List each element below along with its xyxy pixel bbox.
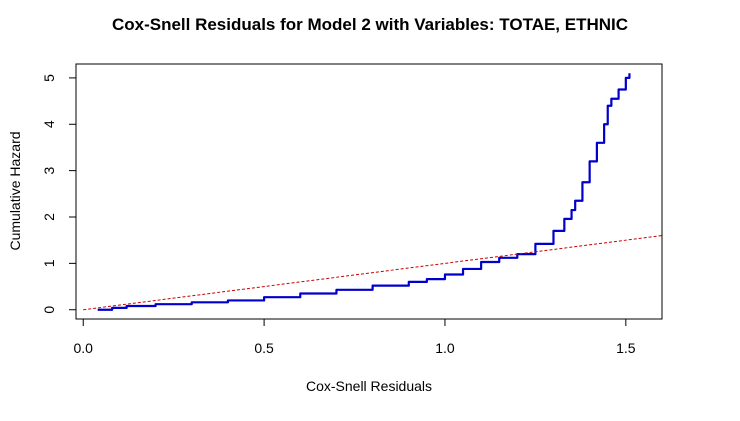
y-tick-label: 5: [41, 74, 57, 82]
x-tick-label: 1.5: [616, 340, 636, 356]
y-axis-label: Cumulative Hazard: [7, 131, 23, 250]
y-tick-label: 1: [41, 259, 57, 267]
y-tick-label: 0: [41, 306, 57, 314]
x-tick-label: 0.0: [74, 340, 94, 356]
reference-line: [83, 235, 663, 311]
cumulative-hazard-line: [97, 73, 631, 311]
plot-frame: [75, 63, 663, 320]
x-axis-label: Cox-Snell Residuals: [306, 378, 432, 394]
axis-ticks: 0.0 0.5 1.0 1.5 0 1 2 3 4 5: [41, 74, 636, 356]
y-tick-label: 3: [41, 167, 57, 175]
chart-title: Cox-Snell Residuals for Model 2 with Var…: [112, 15, 628, 34]
x-tick-label: 0.5: [254, 340, 274, 356]
y-tick-label: 4: [41, 120, 57, 128]
series-lines: [83, 73, 663, 311]
x-tick-label: 1.0: [435, 340, 455, 356]
y-tick-label: 2: [41, 213, 57, 221]
